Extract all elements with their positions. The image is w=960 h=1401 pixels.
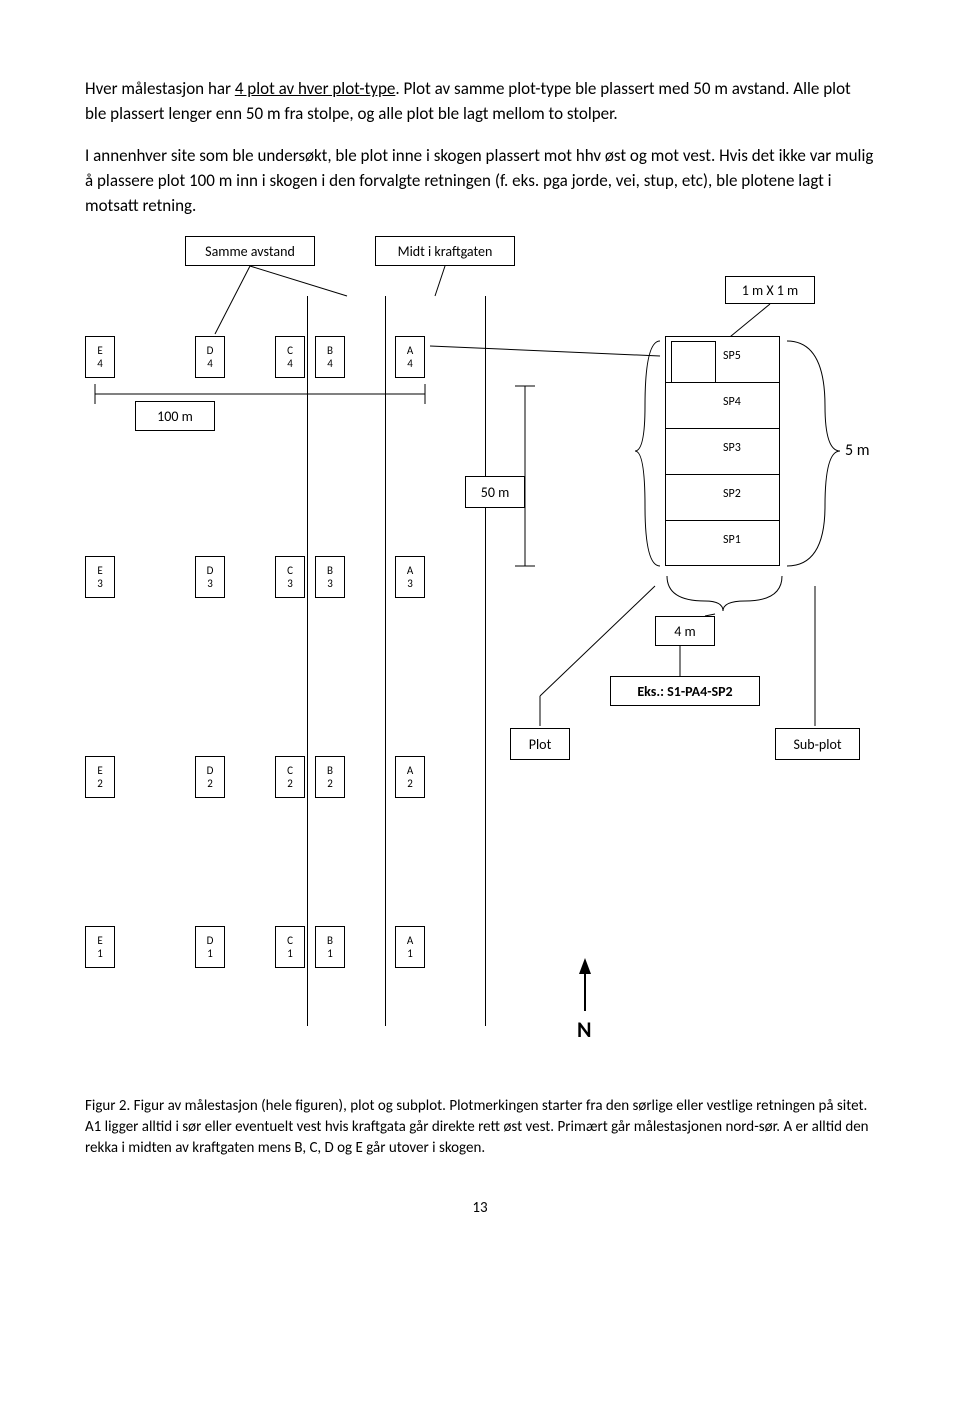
para1-a: Hver målestasjon har xyxy=(85,78,235,99)
sp5: SP5 xyxy=(723,349,741,363)
plot-A1: A1 xyxy=(395,926,425,968)
sp3: SP3 xyxy=(723,441,741,455)
label-4m: 4 m xyxy=(655,616,715,646)
plot-D3: D3 xyxy=(195,556,225,598)
plot-A4: A4 xyxy=(395,336,425,378)
vline-3 xyxy=(485,296,486,1026)
vline-1 xyxy=(307,296,308,1026)
sp4: SP4 xyxy=(723,395,741,409)
vline-2 xyxy=(385,296,386,1026)
paragraph-2: I annenhver site som ble undersøkt, ble … xyxy=(85,144,875,218)
plot-C2: C2 xyxy=(275,756,305,798)
sp1: SP1 xyxy=(723,533,741,547)
plot-B2: B2 xyxy=(315,756,345,798)
label-north: N xyxy=(577,1016,592,1043)
label-eks: Eks.: S1-PA4-SP2 xyxy=(610,676,760,706)
para1-underline: 4 plot av hver plot-type xyxy=(235,78,396,99)
plot-A3: A3 xyxy=(395,556,425,598)
plot-E4: E4 xyxy=(85,336,115,378)
paragraph-1: Hver målestasjon har 4 plot av hver plot… xyxy=(85,77,875,126)
diagram: Samme avstand Midt i kraftgaten 1 m X 1 … xyxy=(85,236,895,1066)
plot-C1: C1 xyxy=(275,926,305,968)
figure-caption: Figur 2. Figur av målestasjon (hele figu… xyxy=(85,1096,875,1159)
plot-D4: D4 xyxy=(195,336,225,378)
label-50m: 50 m xyxy=(465,476,525,508)
plot-A2: A2 xyxy=(395,756,425,798)
plot-C4: C4 xyxy=(275,336,305,378)
plot-E1: E1 xyxy=(85,926,115,968)
label-samme-avstand: Samme avstand xyxy=(185,236,315,266)
plot-D1: D1 xyxy=(195,926,225,968)
label-plot: Plot xyxy=(510,728,570,760)
sp2: SP2 xyxy=(723,487,741,501)
page-number: 13 xyxy=(85,1199,875,1217)
plot-C3: C3 xyxy=(275,556,305,598)
plot-D2: D2 xyxy=(195,756,225,798)
label-1mx1m: 1 m X 1 m xyxy=(725,276,815,304)
label-5m: 5 m xyxy=(845,441,870,460)
plot-B1: B1 xyxy=(315,926,345,968)
plot-B3: B3 xyxy=(315,556,345,598)
plot-E3: E3 xyxy=(85,556,115,598)
plot-E2: E2 xyxy=(85,756,115,798)
label-midt: Midt i kraftgaten xyxy=(375,236,515,266)
label-100m: 100 m xyxy=(135,401,215,431)
plot-B4: B4 xyxy=(315,336,345,378)
label-subplot: Sub-plot xyxy=(775,728,860,760)
